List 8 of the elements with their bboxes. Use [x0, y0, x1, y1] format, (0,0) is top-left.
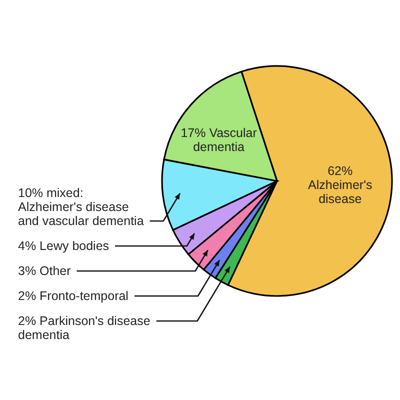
slice-label: 2% Fronto-temporal: [18, 289, 128, 303]
slice-label: 2% Parkinson's disease dementia: [18, 314, 150, 342]
slice-label: 17% Vascular dementia: [180, 126, 257, 154]
data-label: 62%: [328, 164, 353, 178]
slice-label: Alzheimer's disease: [308, 178, 372, 206]
slice-label: 4% Lewy bodies: [18, 239, 110, 253]
slice-label: 3% Other: [18, 264, 71, 278]
slice-label: 10% mixed: Alzheimer's disease and vascular dementia: [18, 186, 144, 228]
